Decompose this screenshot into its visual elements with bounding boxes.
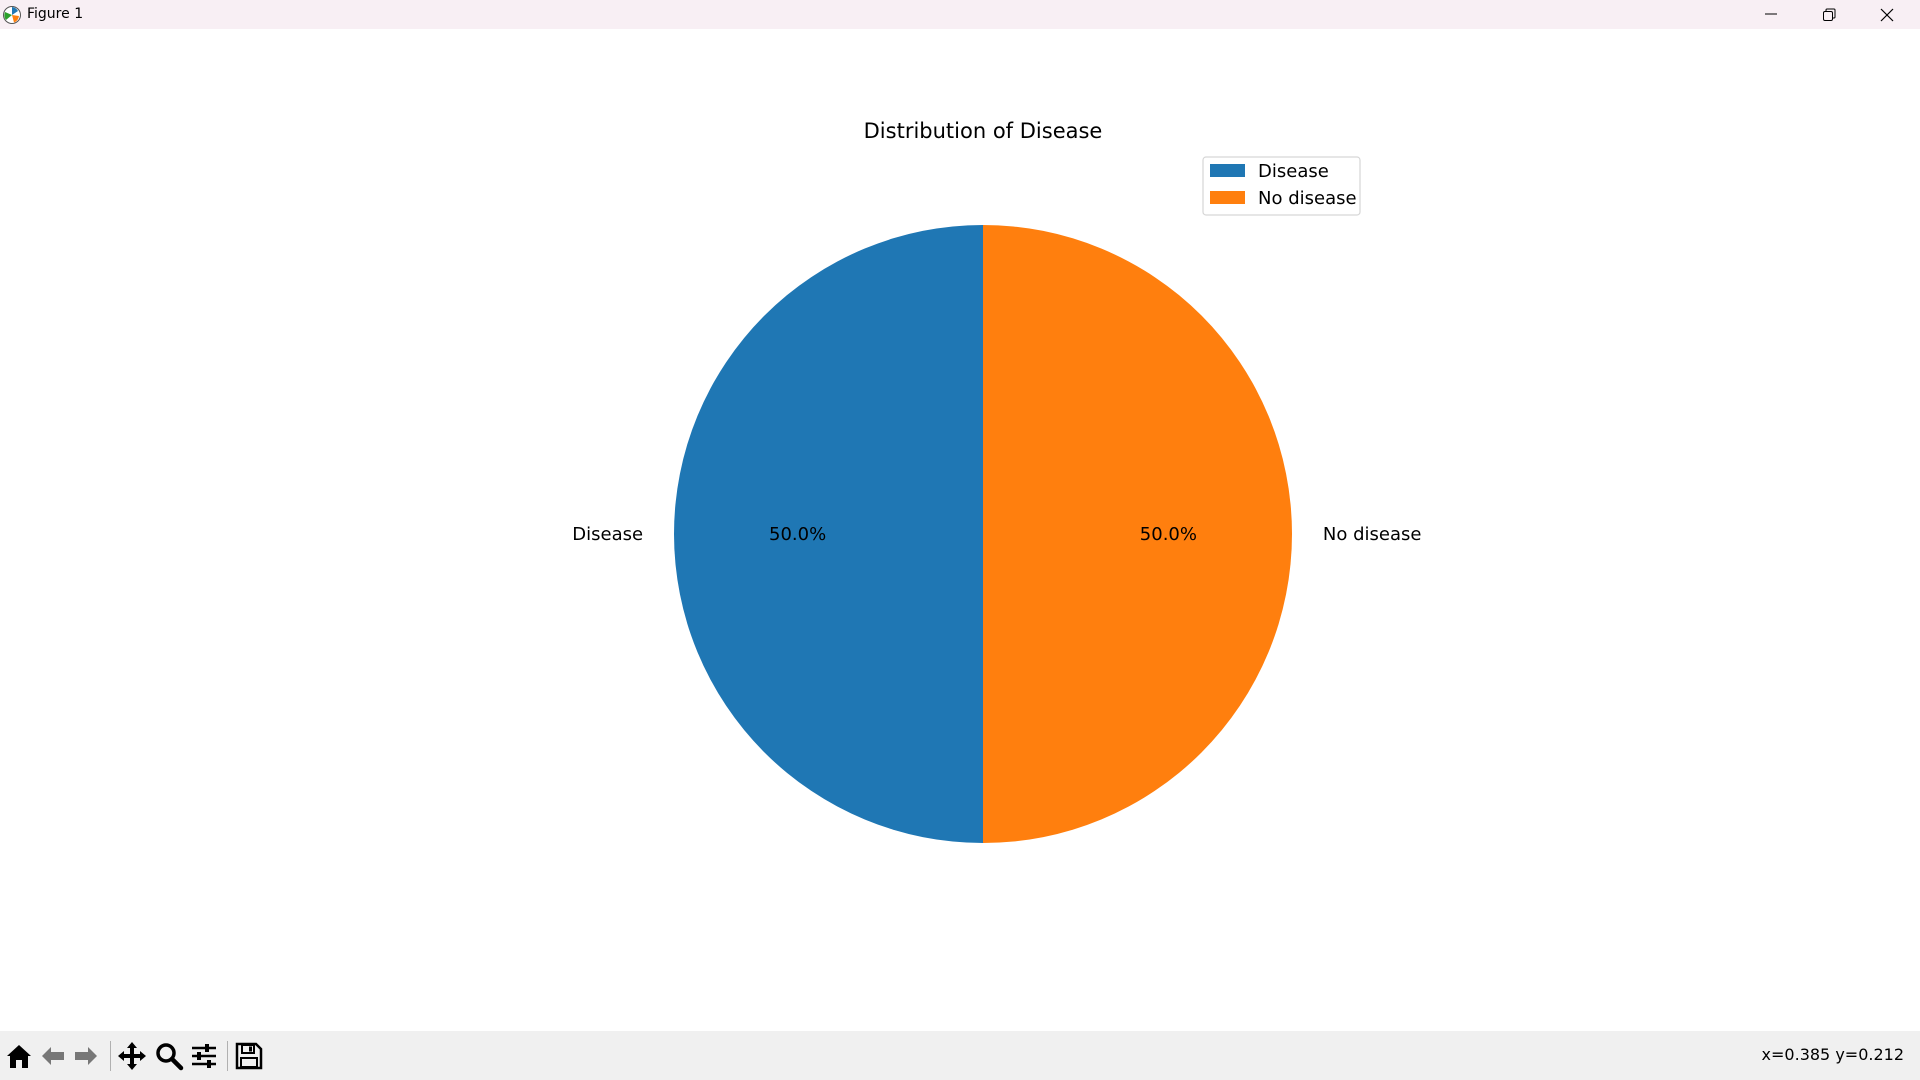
- configure-subplots-button[interactable]: [189, 1041, 219, 1071]
- legend-swatch-no-disease: [1210, 191, 1245, 204]
- pie-pct-label-disease: 50.0%: [769, 524, 826, 545]
- legend-label-no-disease: No disease: [1258, 188, 1357, 209]
- magnifier-icon: [156, 1043, 184, 1071]
- pan-button[interactable]: [117, 1041, 147, 1071]
- close-button[interactable]: [1858, 0, 1916, 29]
- zoom-button[interactable]: [154, 1041, 184, 1071]
- arrow-left-icon: [42, 1047, 64, 1065]
- pie-slice-disease: [674, 225, 983, 843]
- pie-category-label-disease: Disease: [572, 524, 643, 545]
- figure-canvas[interactable]: Distribution of Disease 50.0% Disease 50.0…: [0, 29, 1920, 1031]
- back-button[interactable]: [38, 1041, 68, 1071]
- move-icon: [118, 1042, 146, 1070]
- pie-chart: Distribution of Disease 50.0%Disease 50.0…: [572, 119, 1421, 843]
- legend-swatch-disease: [1210, 164, 1245, 177]
- home-icon: [7, 1045, 31, 1068]
- restore-button[interactable]: [1800, 0, 1858, 29]
- pie-pct-label-no-disease: 50.0%: [1140, 524, 1197, 545]
- matplotlib-icon: [3, 6, 21, 24]
- close-icon: [1880, 8, 1894, 22]
- legend-label-disease: Disease: [1258, 161, 1329, 182]
- pie-category-label-no-disease: No disease: [1323, 524, 1422, 545]
- pie-slices: [674, 225, 1292, 843]
- restore-icon: [1823, 8, 1836, 21]
- minimize-button[interactable]: [1742, 0, 1800, 29]
- toolbar-separator: [110, 1041, 111, 1071]
- pie-labels: 50.0% Disease 50.0% No disease: [572, 524, 1421, 545]
- cursor-coordinates: x=0.385 y=0.212: [1761, 1045, 1904, 1064]
- chart-title: Distribution of Disease: [864, 119, 1103, 143]
- save-button[interactable]: [234, 1041, 264, 1071]
- window-title: Figure 1: [27, 6, 84, 22]
- pie-slice-no-disease: [983, 225, 1292, 843]
- floppy-disk-icon: [235, 1042, 263, 1070]
- toolbar-separator: [227, 1041, 228, 1071]
- legend: Disease No disease: [1202, 156, 1361, 216]
- sliders-icon: [192, 1044, 216, 1068]
- minimize-icon: [1765, 13, 1777, 15]
- arrow-right-icon: [75, 1047, 97, 1065]
- navigation-toolbar: x=0.385 y=0.212: [0, 1031, 1920, 1080]
- forward-button[interactable]: [71, 1041, 101, 1071]
- home-button[interactable]: [4, 1041, 34, 1071]
- window-titlebar: Figure 1: [0, 0, 1920, 29]
